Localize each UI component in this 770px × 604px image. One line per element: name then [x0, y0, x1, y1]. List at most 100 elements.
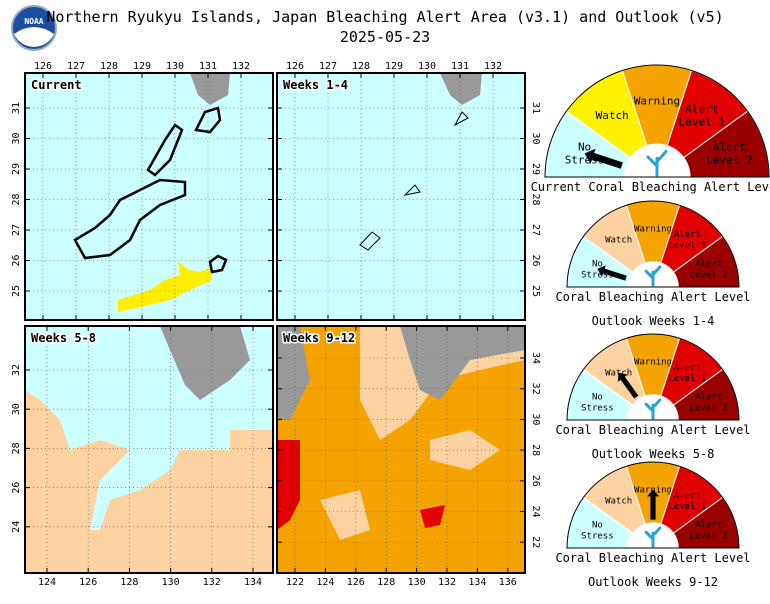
gauge-needle-head: [584, 148, 596, 164]
panel-label: Current: [31, 78, 82, 92]
logo-text: NOAA: [24, 17, 43, 26]
gauge-level-label: Level 2: [690, 403, 728, 413]
map-current: [25, 73, 273, 320]
gauge-level-label: Watch: [605, 497, 632, 507]
gauge-level-label: Watch: [605, 236, 632, 246]
y-tick-label: 29: [530, 163, 541, 175]
y-tick-label: 30: [11, 403, 22, 415]
y-tick-label: 32: [530, 383, 541, 395]
gauge-level-label: Alert: [674, 230, 701, 240]
x-tick-label: 131: [451, 61, 469, 72]
y-tick-label: 25: [11, 285, 22, 297]
gauge-level-label: Warning: [634, 225, 672, 235]
gauge-level-label: Level 2: [690, 270, 728, 280]
x-tick-label: 127: [319, 61, 337, 72]
gauge-needle: [592, 153, 623, 169]
coral-icon: [646, 149, 668, 177]
coral-icon: [644, 526, 662, 548]
x-tick-label: 126: [347, 577, 365, 588]
x-tick-label: 126: [34, 61, 52, 72]
gauge-level-label: Stress: [581, 270, 614, 280]
y-tick-label: 26: [11, 254, 22, 266]
gauge-level-label: Level 1: [668, 502, 706, 512]
y-tick-label: 30: [530, 413, 541, 425]
gauge-level-label: No: [592, 520, 603, 530]
x-tick-label: 134: [244, 577, 262, 588]
panel-label: Weeks 9-12: [283, 331, 355, 345]
x-tick-label: 124: [38, 577, 56, 588]
x-tick-label: 132: [484, 61, 502, 72]
y-tick-label: 25: [530, 285, 541, 297]
y-tick-label: 27: [530, 224, 541, 236]
gauge-caption: Coral Bleaching Alert Level: [555, 423, 750, 437]
y-tick-label: 22: [530, 536, 541, 548]
gauge-level-label: Alert: [695, 259, 722, 269]
panel-frame: [276, 325, 526, 574]
x-tick-label: 129: [133, 61, 151, 72]
x-tick-label: 130: [418, 61, 436, 72]
coral-icon: [644, 398, 662, 420]
y-tick-label: 26: [530, 475, 541, 487]
gauge-needle-head: [646, 489, 660, 497]
gauge-caption: Current Coral Bleaching Alert Level: [531, 180, 770, 194]
x-tick-label: 130: [162, 577, 180, 588]
x-tick-label: 132: [438, 577, 456, 588]
x-tick-label: 128: [100, 61, 118, 72]
gauge-caption: Outlook Weeks 1-4: [592, 314, 715, 328]
gauge-caption: Outlook Weeks 9-12: [588, 575, 718, 589]
gauge-outline: [566, 200, 740, 288]
x-tick-label: 128: [352, 61, 370, 72]
gauge-outline: [566, 333, 740, 421]
x-tick-label: 126: [79, 577, 97, 588]
y-tick-label: 31: [11, 102, 22, 114]
y-tick-label: 24: [530, 505, 541, 517]
gauge-level-label: Alert: [674, 491, 701, 501]
x-tick-label: 128: [377, 577, 395, 588]
x-tick-label: 127: [67, 61, 85, 72]
map-weeks-1-4: [277, 73, 525, 320]
panel-frame: [276, 72, 526, 321]
gauge-level-label: Level 2: [690, 531, 728, 541]
gauge-level-label: Level 1: [679, 116, 725, 129]
gauge-outline: [566, 461, 740, 549]
title: Northern Ryukyu Islands, Japan Bleaching…: [46, 8, 723, 26]
x-tick-label: 129: [385, 61, 403, 72]
panel-label: Weeks 1-4: [283, 78, 348, 92]
x-tick-label: 130: [408, 577, 426, 588]
gauge-caption: Coral Bleaching Alert Level: [555, 290, 750, 304]
y-tick-label: 34: [530, 352, 541, 364]
gauge-needle: [620, 376, 639, 399]
gauge-level-label: Alert: [695, 392, 722, 402]
y-tick-label: 27: [11, 224, 22, 236]
gauge-level-label: Watch: [596, 109, 629, 122]
y-tick-label: 24: [11, 521, 22, 533]
gauge-level-label: Stress: [581, 531, 614, 541]
gauge-level-label: No: [592, 259, 603, 269]
x-tick-label: 136: [499, 577, 517, 588]
gauge-level-label: Alert: [674, 363, 701, 373]
x-tick-label: 130: [166, 61, 184, 72]
gauge-level-label: Warning: [634, 95, 680, 108]
panel-label: Weeks 5-8: [31, 331, 96, 345]
y-tick-label: 30: [11, 132, 22, 144]
gauge-level-label: Level 1: [668, 374, 706, 384]
gauge-level-label: Level 1: [668, 241, 706, 251]
gauge-caption: Coral Bleaching Alert Level: [555, 551, 750, 565]
gauge-caption: Outlook Weeks 5-8: [592, 447, 715, 461]
y-tick-label: 28: [11, 193, 22, 205]
map-weeks-9-12: [277, 326, 525, 573]
y-tick-label: 32: [11, 364, 22, 376]
map-weeks-5-8: [25, 326, 273, 573]
y-tick-label: 26: [11, 482, 22, 494]
x-tick-label: 122: [286, 577, 304, 588]
gauge-level-label: Level 2: [706, 154, 752, 167]
gauge-level-label: No: [592, 392, 603, 402]
y-tick-label: 28: [11, 442, 22, 454]
y-tick-label: 28: [530, 444, 541, 456]
y-tick-label: 28: [530, 193, 541, 205]
x-tick-label: 128: [120, 577, 138, 588]
y-tick-label: 29: [11, 163, 22, 175]
